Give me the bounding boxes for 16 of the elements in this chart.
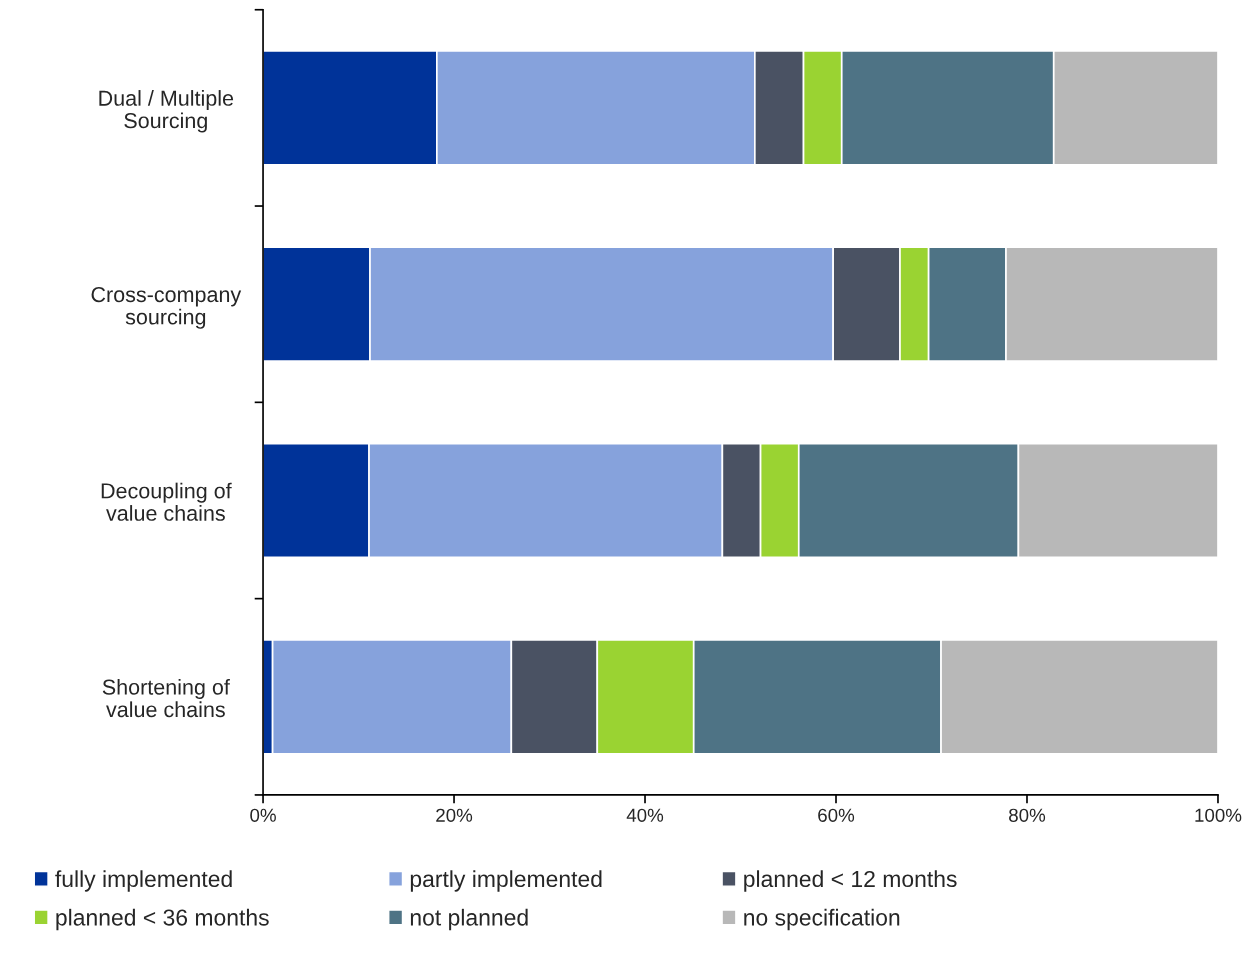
x-tick-label: 100% [1195,808,1242,822]
x-tick-label: 0% [250,808,276,822]
x-tick-label: 80% [1009,808,1046,822]
legend-label: fully implemented [55,870,232,892]
legend-label: not planned [410,908,528,931]
x-tick-label: 60% [818,808,855,822]
y-tick-label: Dual / Multiple Sourcing [99,90,234,133]
legend-label: no specification [744,908,900,931]
x-tick-label: 20% [436,808,473,822]
y-tick-label: Shortening of value chains [102,678,230,718]
legend-label: planned < 36 months [56,908,269,931]
x-tick-label: 40% [626,808,664,822]
legend-label: planned < 12 months [744,870,957,892]
legend-label: partly implemented [410,870,602,892]
y-tick-label: Cross-company sourcing [91,286,242,329]
y-tick-label: Decoupling of value chains [101,482,232,521]
